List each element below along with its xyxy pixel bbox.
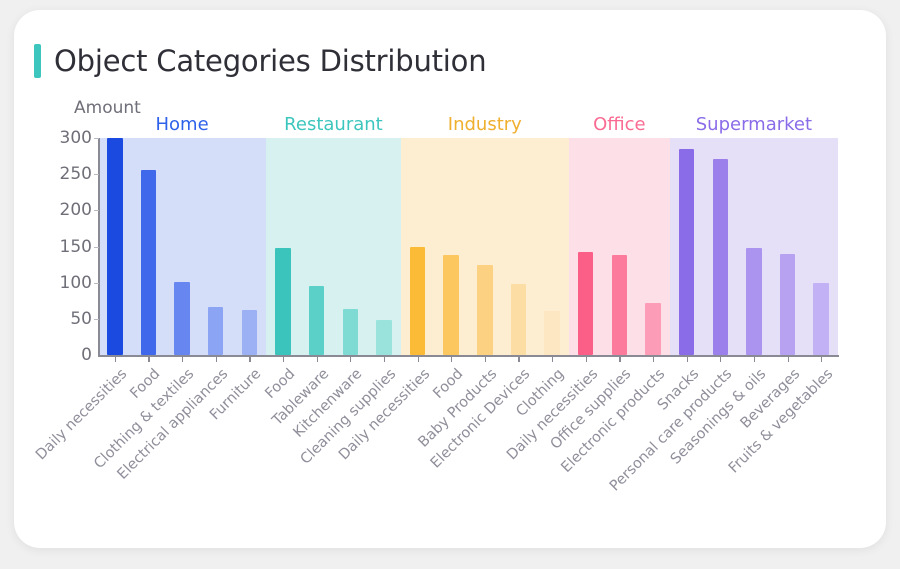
x-tick-mark <box>686 355 688 362</box>
x-tick-mark <box>182 355 184 362</box>
x-tick-mark <box>114 355 116 362</box>
x-tick-mark <box>653 355 655 362</box>
y-tick-mark <box>94 282 99 284</box>
x-tick-mark <box>753 355 756 362</box>
y-tick-label: 100 <box>59 272 92 293</box>
x-tick-mark <box>518 355 520 362</box>
bar[interactable] <box>174 281 190 355</box>
x-tick-mark <box>552 355 554 362</box>
y-tick-mark <box>94 210 99 212</box>
bar[interactable] <box>308 285 325 355</box>
group-label-industry: Industry <box>447 114 522 135</box>
x-tick-mark <box>821 355 823 362</box>
x-tick-mark <box>619 355 621 362</box>
bar[interactable] <box>140 169 157 355</box>
x-tick-mark <box>383 355 386 362</box>
bar[interactable] <box>813 282 829 355</box>
x-tick-mark <box>316 355 318 362</box>
x-tick-mark <box>283 355 285 362</box>
y-tick-label: 200 <box>59 200 92 221</box>
y-axis-title: Amount <box>74 98 141 118</box>
bar[interactable] <box>645 302 661 355</box>
bar[interactable] <box>712 158 728 355</box>
y-tick-label: 50 <box>70 308 92 329</box>
bar[interactable] <box>611 255 628 355</box>
group-label-restaurant: Restaurant <box>284 114 383 135</box>
y-axis-tick-labels: 0 50 100 150 200 250 300 <box>42 10 92 569</box>
chart-card: Object Categories Distribution Amount 0 5… <box>14 10 886 548</box>
bar[interactable] <box>241 310 258 355</box>
plot-area <box>98 138 838 355</box>
x-tick-mark <box>451 355 453 362</box>
bar[interactable] <box>342 309 358 355</box>
title-accent-bar <box>34 44 41 78</box>
y-tick-mark <box>94 138 99 139</box>
bar[interactable] <box>409 246 426 355</box>
x-tick-mark <box>720 355 722 362</box>
x-tick-mark <box>787 355 789 362</box>
y-tick-label: 150 <box>59 236 92 257</box>
x-tick-mark <box>350 355 352 362</box>
page-title: Object Categories Distribution <box>54 44 487 78</box>
y-tick-mark <box>94 174 99 176</box>
x-tick-mark <box>148 355 150 362</box>
x-tick-mark <box>215 355 217 362</box>
group-label-supermarket: Supermarket <box>695 114 813 135</box>
group-label-office: Office <box>593 114 646 135</box>
x-tick-mark <box>585 355 587 362</box>
bar[interactable] <box>376 319 392 355</box>
bar[interactable] <box>678 148 695 355</box>
y-tick-mark <box>94 318 99 320</box>
y-tick-label: 0 <box>81 345 92 365</box>
bar[interactable] <box>510 284 527 355</box>
bar[interactable] <box>477 264 493 355</box>
bar-series <box>98 138 838 355</box>
y-tick-label: 250 <box>59 164 92 185</box>
x-axis-line <box>98 355 839 357</box>
chart-header: Object Categories Distribution <box>34 44 487 78</box>
bar[interactable] <box>577 252 594 355</box>
y-tick-label: 300 <box>59 128 92 148</box>
bar[interactable] <box>544 310 560 355</box>
x-tick-mark <box>249 355 251 362</box>
bar[interactable] <box>746 247 762 355</box>
x-tick-mark <box>417 355 419 362</box>
bar[interactable] <box>207 306 224 355</box>
x-tick-mark <box>484 355 486 362</box>
bar[interactable] <box>443 255 459 355</box>
y-tick-mark <box>94 246 99 248</box>
bar[interactable] <box>779 253 796 355</box>
bar[interactable] <box>107 138 123 355</box>
bar[interactable] <box>275 247 291 355</box>
group-label-home: Home <box>155 114 209 135</box>
